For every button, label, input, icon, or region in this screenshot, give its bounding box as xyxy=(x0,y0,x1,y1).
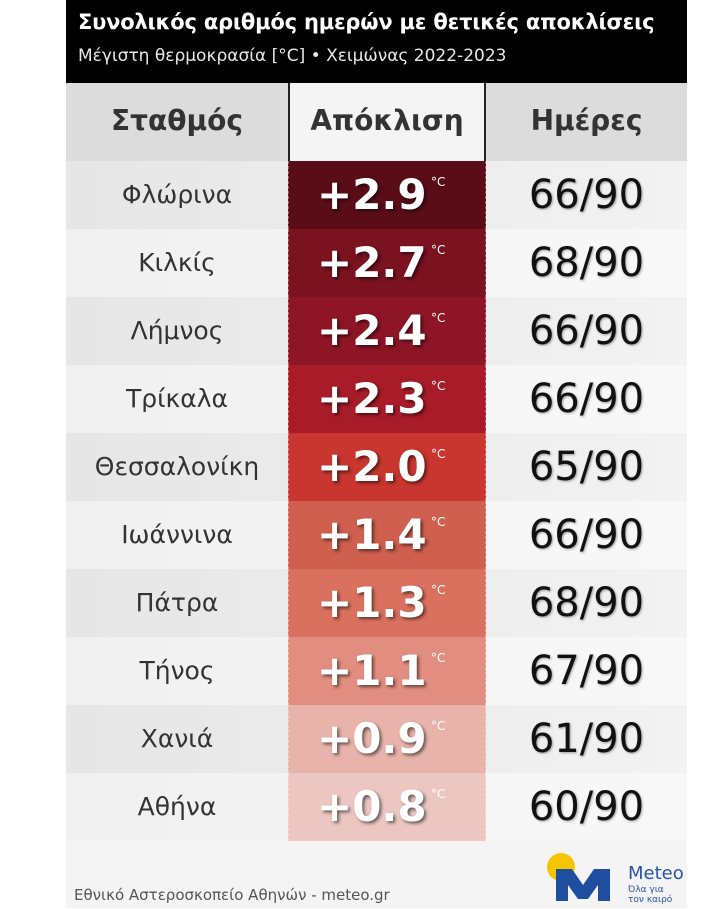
days-value: 66/90 xyxy=(528,376,645,422)
days-value: 60/90 xyxy=(528,784,645,830)
table-row: Θεσσαλονίκη +2.0 °C 65/90 xyxy=(66,433,687,501)
station-name: Ιωάννινα xyxy=(121,520,233,549)
deviation-value: +1.1 xyxy=(317,646,427,695)
deviation-cell: +2.0 °C xyxy=(288,433,486,501)
meteo-logo-icon xyxy=(547,853,610,901)
station-name: Κιλκίς xyxy=(138,248,216,277)
station-name: Θεσσαλονίκη xyxy=(94,452,260,481)
days-value: 66/90 xyxy=(528,172,645,218)
table-row: Φλώρινα +2.9 °C 66/90 xyxy=(66,161,687,229)
deviation-value: +2.0 xyxy=(317,442,427,491)
deviation-value: +2.3 xyxy=(317,374,427,423)
days-value: 67/90 xyxy=(528,648,645,694)
deviation-cell: +2.3 °C xyxy=(288,365,486,433)
deviation-unit: °C xyxy=(431,583,446,597)
table-header: Σταθμός Απόκλιση Ημέρες xyxy=(66,83,687,161)
station-name: Τρίκαλα xyxy=(125,384,229,413)
meteo-logo: Meteo Όλα για τον καιρό xyxy=(542,849,684,905)
days-value: 66/90 xyxy=(528,512,645,558)
table-row: Ιωάννινα +1.4 °C 66/90 xyxy=(66,501,687,569)
deviation-cell: +2.7 °C xyxy=(288,229,486,297)
station-name: Φλώρινα xyxy=(121,180,233,209)
chart-card: Συνολικός αριθμός ημερών με θετικές αποκ… xyxy=(66,0,687,908)
deviation-unit: °C xyxy=(431,311,446,325)
deviation-unit: °C xyxy=(431,243,446,257)
station-name: Τήνος xyxy=(139,656,215,685)
deviation-unit: °C xyxy=(431,787,446,801)
deviation-value: +0.9 xyxy=(317,714,427,763)
deviation-unit: °C xyxy=(431,719,446,733)
deviation-cell: +2.9 °C xyxy=(288,161,486,229)
deviation-cell: +0.8 °C xyxy=(288,773,486,841)
days-value: 66/90 xyxy=(528,308,645,354)
header-days: Ημέρες xyxy=(530,104,643,137)
station-name: Λήμνος xyxy=(130,316,224,345)
logo-word: Meteo xyxy=(628,863,684,884)
deviation-value: +2.4 xyxy=(317,306,427,355)
deviation-unit: °C xyxy=(431,447,446,461)
table-row: Κιλκίς +2.7 °C 68/90 xyxy=(66,229,687,297)
deviation-value: +2.9 xyxy=(317,170,427,219)
station-name: Χανιά xyxy=(140,724,214,753)
deviation-value: +1.3 xyxy=(317,578,427,627)
deviation-value: +2.7 xyxy=(317,238,427,287)
days-value: 61/90 xyxy=(528,716,645,762)
deviation-unit: °C xyxy=(431,379,446,393)
header-deviation: Απόκλιση xyxy=(288,83,486,161)
days-value: 68/90 xyxy=(528,240,645,286)
logo-tagline: Όλα για τον καιρό xyxy=(628,885,673,905)
table-row: Λήμνος +2.4 °C 66/90 xyxy=(66,297,687,365)
deviation-cell: +1.1 °C xyxy=(288,637,486,705)
footer: Εθνικό Αστεροσκοπείο Αθηνών - meteo.gr M… xyxy=(66,843,687,908)
table-row: Πάτρα +1.3 °C 68/90 xyxy=(66,569,687,637)
source-credit: Εθνικό Αστεροσκοπείο Αθηνών - meteo.gr xyxy=(74,886,390,904)
header-station: Σταθμός xyxy=(111,104,243,137)
deviation-unit: °C xyxy=(431,651,446,665)
deviation-cell: +2.4 °C xyxy=(288,297,486,365)
days-value: 68/90 xyxy=(528,580,645,626)
chart-title: Συνολικός αριθμός ημερών με θετικές αποκ… xyxy=(78,10,655,34)
station-name: Αθήνα xyxy=(137,792,217,821)
title-bar: Συνολικός αριθμός ημερών με θετικές αποκ… xyxy=(66,0,687,83)
table-row: Αθήνα +0.8 °C 60/90 xyxy=(66,773,687,841)
deviation-cell: +1.4 °C xyxy=(288,501,486,569)
table-row: Τρίκαλα +2.3 °C 66/90 xyxy=(66,365,687,433)
deviation-unit: °C xyxy=(431,515,446,529)
deviation-cell: +1.3 °C xyxy=(288,569,486,637)
days-value: 65/90 xyxy=(528,444,645,490)
deviation-value: +1.4 xyxy=(317,510,427,559)
station-name: Πάτρα xyxy=(135,588,219,617)
table-row: Τήνος +1.1 °C 67/90 xyxy=(66,637,687,705)
chart-subtitle: Μέγιστη θερμοκρασία [°C] • Χειμώνας 2022… xyxy=(78,46,507,66)
table-row: Χανιά +0.9 °C 61/90 xyxy=(66,705,687,773)
deviation-value: +0.8 xyxy=(317,782,427,831)
deviation-unit: °C xyxy=(431,175,446,189)
deviation-cell: +0.9 °C xyxy=(288,705,486,773)
